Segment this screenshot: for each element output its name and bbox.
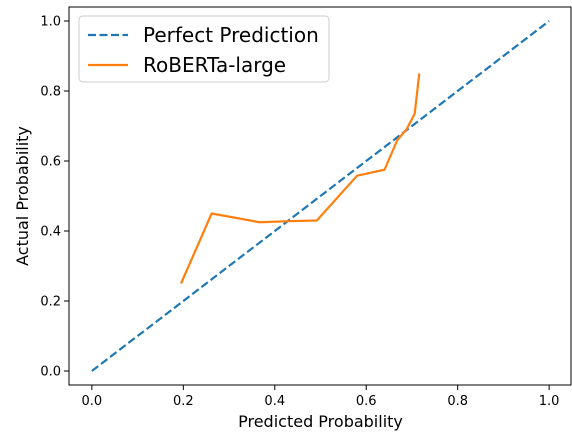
- y-axis-ticks: 0.0 0.2 0.4 0.6 0.8 1.0: [40, 15, 69, 380]
- x-tick-label: 0.0: [82, 394, 103, 409]
- y-tick-label: 0.4: [40, 225, 61, 240]
- x-tick-label: 0.2: [173, 394, 194, 409]
- legend: Perfect Prediction RoBERTa-large: [78, 15, 330, 83]
- x-axis-label: Predicted Probability: [238, 412, 403, 431]
- legend-box: [78, 15, 330, 83]
- y-tick-label: 0.6: [40, 155, 61, 170]
- y-tick-label: 0.0: [40, 365, 61, 380]
- legend-label: Perfect Prediction: [143, 23, 319, 47]
- x-tick-label: 0.4: [264, 394, 285, 409]
- plot-marks: [91, 20, 550, 372]
- y-tick-label: 1.0: [40, 15, 61, 30]
- series-line-perfect-prediction: [91, 20, 550, 372]
- plot-frame: [68, 6, 572, 386]
- legend-label: RoBERTa-large: [143, 53, 286, 77]
- y-tick-label: 0.2: [40, 295, 61, 310]
- series-line-roberta-large: [180, 73, 421, 284]
- y-tick-label: 0.8: [40, 85, 61, 100]
- x-axis-ticks: 0.0 0.2 0.4 0.6 0.8 1.0: [82, 385, 560, 409]
- y-axis-label: Actual Probability: [13, 126, 32, 266]
- x-tick-label: 0.8: [447, 394, 468, 409]
- x-tick-label: 1.0: [539, 394, 560, 409]
- x-tick-label: 0.6: [356, 394, 377, 409]
